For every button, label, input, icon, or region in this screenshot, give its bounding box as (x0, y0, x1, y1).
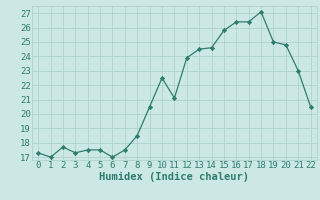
X-axis label: Humidex (Indice chaleur): Humidex (Indice chaleur) (100, 172, 249, 182)
